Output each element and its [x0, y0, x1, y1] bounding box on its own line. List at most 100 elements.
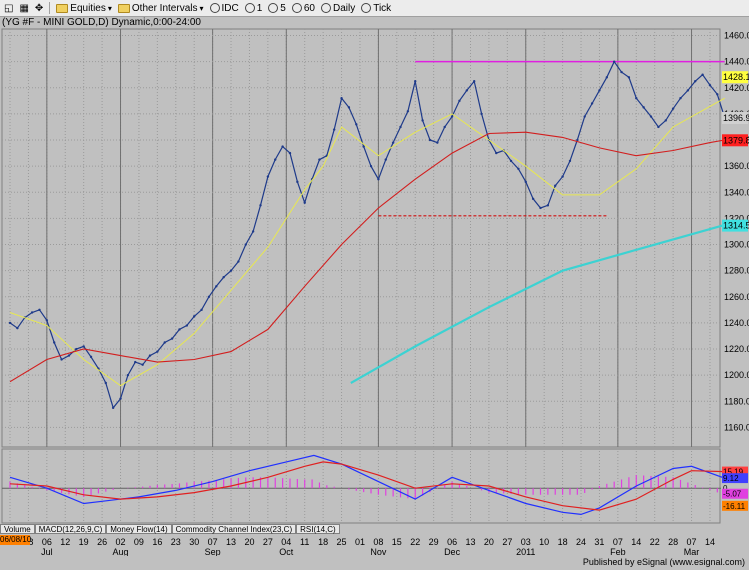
price-point	[657, 125, 660, 129]
equities-dropdown[interactable]: Equities ▾	[56, 3, 112, 14]
price-point	[8, 321, 12, 325]
price-point	[45, 319, 49, 322]
price-point	[229, 269, 233, 272]
study-tab-money-flow[interactable]: Money Flow(14)	[106, 524, 172, 534]
price-point	[590, 102, 594, 105]
x-tick-label: 18	[558, 537, 568, 547]
other-intervals-label: Other Intervals	[131, 2, 198, 14]
price-point	[620, 70, 623, 74]
x-tick-label: 10	[539, 537, 549, 547]
macd-flag-label: -16.11	[723, 502, 746, 511]
series-lines	[8, 60, 726, 410]
price-point	[53, 341, 56, 344]
x-tick-label: 07	[208, 537, 218, 547]
y-tick-label: 1260.0	[724, 292, 749, 302]
y-tick-label: 1340.0	[724, 187, 749, 197]
x-tick-label: 07	[613, 537, 623, 547]
price-flag-label: 1428.1	[723, 72, 749, 82]
price-point	[450, 115, 454, 118]
x-tick-label: 22	[410, 537, 420, 547]
interval-1-button[interactable]: 1	[244, 2, 263, 14]
price-point	[222, 275, 225, 279]
macd-flag-label: 9.12	[723, 474, 739, 483]
price-point	[686, 89, 690, 92]
price-point	[671, 107, 675, 110]
new-chart-button[interactable]: ◱	[4, 2, 14, 14]
y-tick-label: 1200.0	[724, 370, 749, 380]
x-tick-label: 04	[281, 537, 291, 547]
macd-panel	[1, 448, 721, 524]
chevron-down-icon: ▾	[107, 3, 112, 13]
study-tab-macd[interactable]: MACD(12,26,9,C)	[34, 524, 107, 534]
price-point	[163, 341, 166, 344]
clock-icon	[244, 3, 255, 13]
price-point	[362, 145, 365, 148]
layout-button[interactable]: ▦	[19, 2, 29, 14]
interval-tick-button[interactable]: Tick	[361, 3, 391, 14]
price-point	[694, 80, 697, 83]
interval-daily-button[interactable]: Daily	[320, 2, 356, 14]
interval-label: Daily	[332, 2, 356, 14]
y-tick-label: 1240.0	[724, 318, 749, 328]
x-tick-label: 29	[429, 537, 439, 547]
x-tick-label: 28	[668, 537, 678, 547]
price-point	[524, 180, 527, 184]
price-point	[612, 60, 616, 63]
folder-icon	[117, 3, 130, 13]
y-tick-label: 1440.0	[724, 57, 749, 67]
x-tick-label: 06	[447, 537, 457, 547]
idc-button[interactable]: IDC	[209, 3, 239, 14]
x-tick-label: 31	[594, 537, 604, 547]
link-icon[interactable]: ✥	[34, 2, 44, 14]
study-tab-cci[interactable]: Commodity Channel Index(23,C)	[171, 524, 297, 534]
month-label: Sep	[205, 547, 221, 557]
interval-label: 1	[256, 2, 263, 14]
study-tab-rsi[interactable]: RSI(14,C)	[296, 524, 340, 534]
price-point	[561, 175, 564, 178]
x-tick-label: 07	[687, 537, 697, 547]
y-tick-label: 1420.0	[724, 83, 749, 93]
other-intervals-dropdown[interactable]: Other Intervals ▾	[117, 2, 204, 14]
y-tick-label: 1280.0	[724, 266, 749, 276]
price-flag-label: 1379.8	[723, 135, 749, 145]
price-point	[60, 358, 63, 361]
price-point	[38, 308, 41, 312]
price-point	[480, 112, 483, 116]
interval-label: 60	[303, 2, 315, 14]
price-point	[406, 110, 410, 113]
price-panel	[1, 28, 721, 448]
x-tick-label: 03	[521, 537, 531, 547]
price-point	[605, 76, 609, 79]
price-point	[207, 295, 211, 298]
x-tick-label: 09	[134, 537, 144, 547]
x-tick-label: 30	[189, 537, 199, 547]
interval-5-button[interactable]: 5	[268, 3, 286, 14]
price-point	[340, 97, 343, 100]
macd-lines	[2, 454, 726, 516]
price-point	[399, 125, 402, 129]
price-point	[259, 204, 262, 207]
xaxis-start-date: 06/08/10	[0, 535, 32, 545]
x-tick-label: 15	[392, 537, 402, 547]
price-point	[642, 106, 645, 109]
series-line-sma-short	[9, 97, 725, 387]
study-tab-volume[interactable]: Volume	[0, 524, 35, 534]
macd-flag	[722, 473, 748, 484]
interval-60-button[interactable]: 60	[291, 2, 315, 14]
price-point	[598, 89, 601, 92]
price-point	[170, 337, 174, 340]
price-point	[701, 73, 704, 76]
y-tick-label: 1360.0	[724, 161, 749, 171]
price-flag-label: 1314.5	[723, 221, 749, 231]
interval-label: Tick	[373, 2, 392, 14]
macd-flag	[722, 466, 748, 477]
price-point	[414, 80, 417, 83]
chevron-down-icon: ▾	[199, 3, 204, 13]
price-point	[531, 197, 535, 201]
price-point	[251, 230, 255, 233]
y-tick-label: 1220.0	[724, 344, 749, 354]
price-point	[193, 315, 196, 318]
toolbar: ◱ ▦ ✥ Equities ▾ Other Intervals ▾ IDC 1…	[0, 0, 749, 17]
price-point	[134, 360, 137, 364]
